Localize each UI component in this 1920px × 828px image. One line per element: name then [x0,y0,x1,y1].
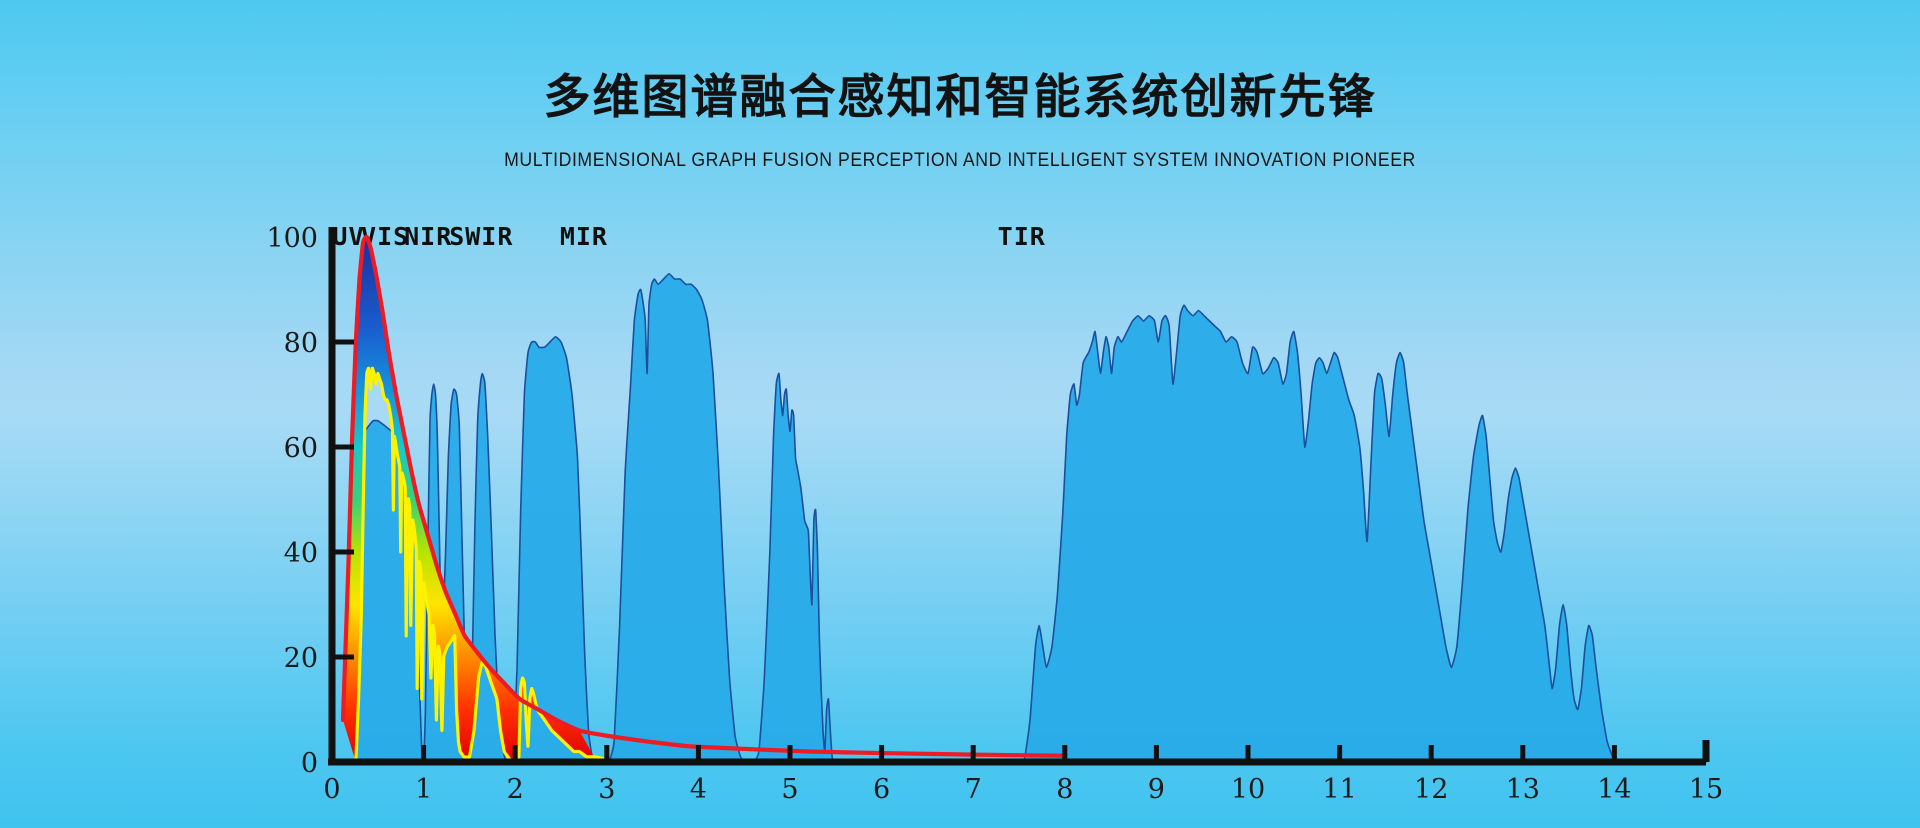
x-tick-label: 5 [781,774,798,805]
page-subtitle: MULTIDIMENSIONAL GRAPH FUSION PERCEPTION… [504,150,1416,171]
plot-area [331,234,1707,765]
band-label-tir: TIR [997,222,1046,251]
x-tick-label: 14 [1597,774,1631,805]
x-tick-label: 1 [415,774,432,805]
y-tick-label: 20 [284,643,318,674]
x-tick-label: 15 [1689,774,1723,805]
sea-level-solar-curve [354,366,609,764]
x-tick-label: 9 [1148,774,1165,805]
x-tick-label: 8 [1056,774,1073,805]
x-tick-label: 3 [598,774,615,805]
x-tick-label: 13 [1506,774,1540,805]
x-tick-label: 6 [873,774,890,805]
band-label-uv: UV [332,222,365,251]
y-tick-label: 40 [284,538,318,569]
x-tick-label: 10 [1231,774,1265,805]
y-tick-label: 100 [266,223,318,254]
band-label-swir: SWIR [449,222,514,251]
x-tick-label: 4 [690,774,707,805]
y-tick-label: 80 [284,328,318,359]
y-tick-label: 0 [301,748,318,779]
visible-spectrum-gradient-fill [342,236,594,763]
x-tick-label: 12 [1414,774,1448,805]
band-label-nir: NIR [404,222,453,251]
x-tick-label: 0 [323,774,340,805]
x-tick-label: 11 [1322,774,1356,805]
y-tick-label: 60 [284,433,318,464]
band-label-mir: MIR [559,222,608,251]
blackbody-curve [340,234,1067,758]
x-tick-label: 7 [965,774,982,805]
page-title: 多维图谱融合感知和智能系统创新先锋 [543,70,1377,125]
x-tick-label: 2 [507,774,524,805]
atmospheric-transmission-area [331,272,1707,765]
